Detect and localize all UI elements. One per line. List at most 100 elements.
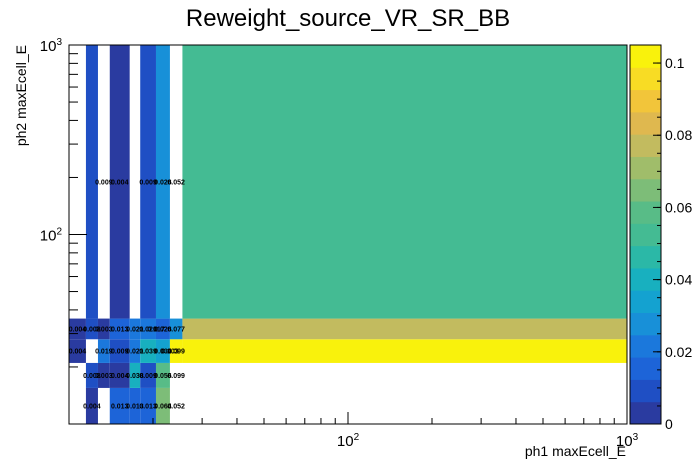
colorbar-swatch (630, 134, 661, 157)
colorbar-frame (629, 44, 662, 425)
heatmap-cell (155, 45, 170, 319)
colorbar-tick-label: 0.04 (665, 272, 692, 288)
heatmap-cell (69, 339, 86, 363)
colorbar-swatch (630, 267, 661, 291)
cell-value-label: 0.013 (139, 403, 157, 410)
heatmap-cell (109, 45, 130, 319)
heatmap-cell-labels: 0.004 0.0130.0130.0130.0640.0520.0080.003… (69, 179, 185, 410)
colorbar-tick-label: 0.02 (665, 344, 692, 360)
colorbar-swatch (630, 312, 661, 336)
cell-value-label: 0.056 (154, 373, 172, 380)
heatmap-cell (140, 362, 156, 388)
cell-value-label: 0.039 (139, 349, 157, 356)
heatmap-cell (97, 339, 110, 363)
colorbar-swatch (630, 156, 661, 180)
cell-value-label: 0.009 (95, 179, 113, 186)
colorbar-swatch (630, 111, 661, 135)
y-tick-label: 103 (40, 37, 63, 55)
cell-value-label: 0.064 (154, 403, 172, 410)
cell-value-label: 0.034 (154, 349, 172, 356)
y-axis: 102 103 (40, 37, 87, 425)
x-axis-label: ph1 maxEcell_E (525, 443, 626, 459)
cell-value-label: 0.004 (69, 326, 87, 333)
colorbar-swatch (630, 45, 661, 68)
heatmap-cell (155, 387, 170, 424)
heatmap-cell (182, 339, 627, 363)
heatmap-cell (109, 339, 130, 363)
heatmap-cell (140, 339, 156, 363)
heatmap-cell (85, 362, 98, 388)
cell-value-label: 0.077 (167, 326, 185, 333)
heatmap-cell (69, 318, 86, 340)
x-tick-label: 103 (616, 432, 639, 450)
cell-value-label: 0.038 (126, 373, 144, 380)
cell-value-label: 0.004 (69, 349, 87, 356)
colorbar-swatch (630, 334, 661, 358)
heatmap-cell (140, 318, 156, 340)
heatmap-cell (85, 45, 98, 319)
heatmap-cell (169, 318, 183, 340)
cell-value-label: 0.017 (147, 326, 165, 333)
cell-value-label: 0.004 (111, 373, 129, 380)
heatmap-cell (155, 362, 170, 388)
colorbar-swatch (630, 245, 661, 269)
heatmap-cell (97, 362, 110, 388)
colorbar-tick-label: 0.06 (665, 199, 692, 215)
y-tick-label: 102 (40, 227, 63, 245)
x-tick-label: 102 (337, 432, 360, 450)
cell-value-label: 0.003 (95, 373, 113, 380)
cell-value-label: 0.004 (83, 403, 101, 410)
cell-value-label: 0.021 (126, 326, 144, 333)
heatmap-cell (129, 362, 141, 388)
heatmap-cell (85, 387, 98, 424)
cell-value-label: 0.009 (139, 179, 157, 186)
cell-value-label: 0.019 (95, 349, 113, 356)
color-scale-bar: 0 0.02 0.04 0.06 0.08 0.1 (629, 44, 692, 432)
cell-value-label: 0.103 (161, 349, 179, 356)
colorbar-swatch (630, 357, 661, 380)
cell-value-label: 0.013 (111, 326, 129, 333)
heatmap-cell (182, 318, 627, 340)
heatmap-cell (109, 362, 130, 388)
y-axis-label: ph2 maxEcell_E (13, 45, 29, 146)
heatmap-cell (140, 45, 156, 319)
cell-value-label: 0.008 (83, 373, 101, 380)
x-axis: 102 103 (68, 412, 639, 450)
cell-value-label: 0.026 (154, 326, 172, 333)
colorbar-swatch (630, 290, 661, 314)
cell-value-label: 0.021 (139, 326, 157, 333)
cell-value-label: 0.009 (139, 373, 157, 380)
heatmap-cell (169, 339, 183, 363)
colorbar-swatch (630, 178, 661, 202)
heatmap-cell (97, 318, 110, 340)
colorbar-swatch (630, 401, 661, 425)
cell-value-label: 0.052 (167, 403, 185, 410)
heatmap-cell (129, 339, 141, 363)
colorbar-swatch (630, 223, 661, 247)
heatmap-cell (129, 387, 141, 424)
cell-value-label: 0.021 (126, 349, 144, 356)
cell-value-label: 0.013 (111, 403, 129, 410)
heatmap-cell (129, 318, 141, 340)
heatmap-cell (155, 318, 170, 340)
colorbar-swatch (630, 379, 661, 403)
heatmap-cells (69, 45, 627, 424)
cell-value-label: 0.099 (167, 373, 185, 380)
cell-value-label: 0.008 (83, 326, 101, 333)
colorbar-swatch (630, 89, 661, 113)
heatmap-cell (85, 318, 98, 340)
colorbar-tick-label: 0.08 (665, 127, 692, 143)
heatmap-cell (109, 318, 130, 340)
cell-value-label: 0.004 (111, 179, 129, 186)
cell-value-label: 0.099 (167, 349, 185, 356)
heatmap-cell (140, 387, 156, 424)
colorbar-tick-label: 0.1 (665, 55, 685, 71)
colorbar-tick-label: 0 (665, 416, 673, 432)
heatmap-cell (182, 45, 627, 319)
cell-value-label: 0.026 (154, 179, 172, 186)
cell-value-label: 0.009 (111, 349, 129, 356)
cell-value-label: 0.013 (126, 403, 144, 410)
cell-value-label: 0.003 (95, 326, 113, 333)
